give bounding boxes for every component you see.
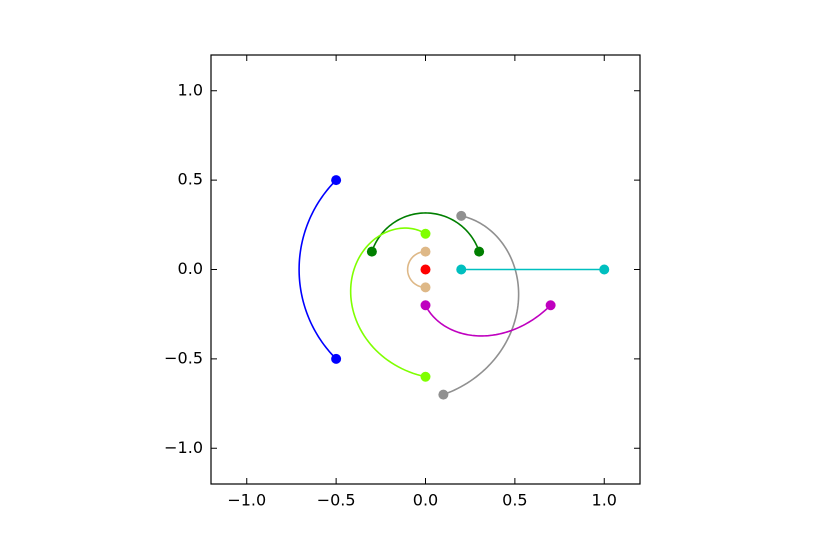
point [438,389,449,400]
arc-line [406,250,426,289]
y-tick-label: 1.0 [178,80,203,99]
point [366,246,377,257]
y-tick-label: 0.5 [178,170,203,189]
point [331,175,342,186]
x-tick-label: 1.0 [592,491,617,510]
point [420,282,431,293]
y-tick-label: 0.0 [178,259,203,278]
arc-line [349,227,426,378]
y-tick-label: −1.0 [164,438,203,457]
x-tick-label: −0.5 [317,491,356,510]
x-tick-label: 0.0 [413,491,438,510]
arc-line [371,212,480,252]
point [456,210,467,221]
point [420,246,431,257]
arc-line [298,179,337,360]
x-tick-label: −1.0 [227,491,266,510]
arc-line [424,304,552,337]
point [474,246,485,257]
y-tick-label: −0.5 [164,348,203,367]
point [420,371,431,382]
point [456,264,467,275]
arc-line [443,215,520,396]
point [420,300,431,311]
x-tick-label: 0.5 [502,491,527,510]
point [331,353,342,364]
point [545,300,556,311]
point [599,264,610,275]
point [420,264,431,275]
point [420,228,431,239]
